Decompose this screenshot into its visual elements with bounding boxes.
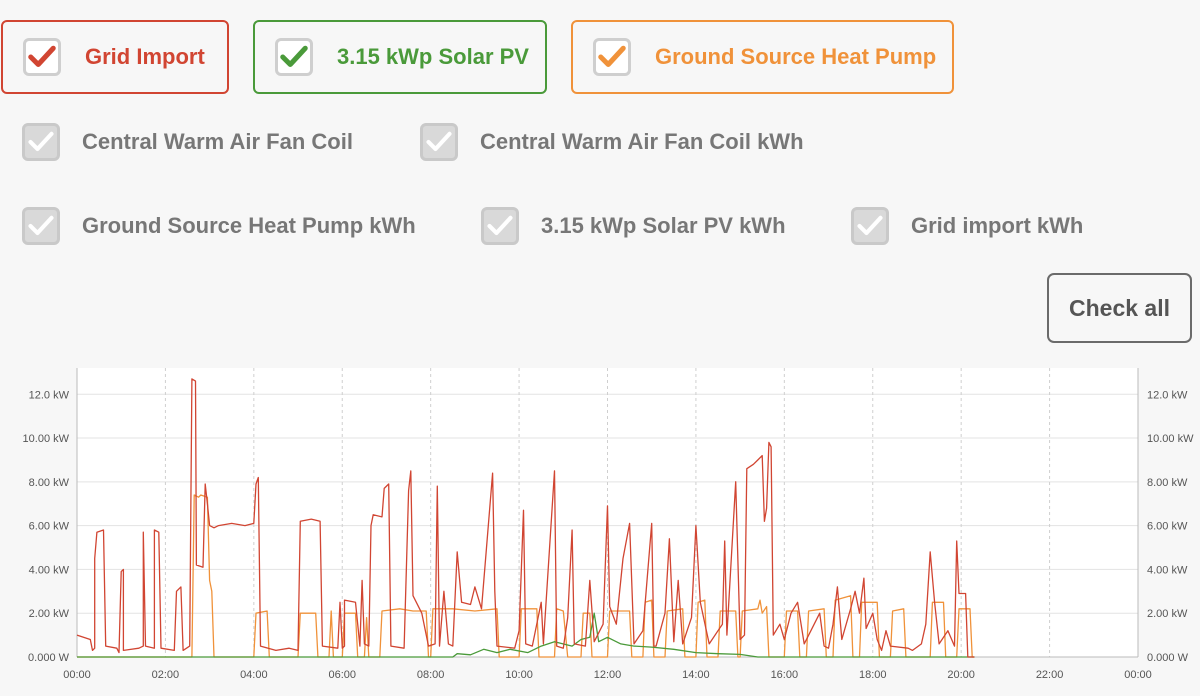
check-icon xyxy=(598,45,626,67)
toggle-fan-coil[interactable]: Central Warm Air Fan Coil xyxy=(22,123,353,161)
x-tick-label: 20:00 xyxy=(947,669,975,681)
toggle-grid-import-kwh[interactable]: Grid import kWh xyxy=(851,207,1083,245)
toggle-heat-pump-kwh[interactable]: Ground Source Heat Pump kWh xyxy=(22,207,416,245)
x-tick-label: 14:00 xyxy=(682,669,710,681)
y-tick-label-right: 8.00 kW xyxy=(1147,477,1188,489)
x-tick-label: 12:00 xyxy=(594,669,622,681)
toggle-label: Ground Source Heat Pump kWh xyxy=(82,213,416,238)
y-tick-label-right: 6.00 kW xyxy=(1147,521,1188,533)
x-tick-label: 16:00 xyxy=(771,669,799,681)
checkbox[interactable] xyxy=(420,123,458,161)
series-line-grid-import xyxy=(76,378,975,658)
x-tick-label: 00:00 xyxy=(63,669,91,681)
y-tick-label: 8.00 kW xyxy=(29,477,70,489)
toggle-label: Grid Import xyxy=(85,44,205,69)
check-icon xyxy=(857,215,883,236)
x-tick-label: 10:00 xyxy=(505,669,533,681)
toggle-label: 3.15 kWp Solar PV xyxy=(337,44,529,69)
check-icon xyxy=(28,131,54,152)
checkbox[interactable] xyxy=(593,38,631,76)
x-tick-label: 04:00 xyxy=(240,669,268,681)
y-tick-label-right: 2.00 kW xyxy=(1147,608,1188,620)
check-icon xyxy=(426,131,452,152)
checkbox[interactable] xyxy=(275,38,313,76)
check-icon xyxy=(280,45,308,67)
chart-series xyxy=(76,378,975,658)
y-tick-label-right: 10.00 kW xyxy=(1147,433,1194,445)
toggle-label: Central Warm Air Fan Coil xyxy=(82,129,353,154)
check-icon xyxy=(487,215,513,236)
y-tick-label: 2.00 kW xyxy=(29,608,70,620)
toggle-heat-pump[interactable]: Ground Source Heat Pump xyxy=(571,20,954,94)
toggle-label: Grid import kWh xyxy=(911,213,1084,238)
y-tick-label: 4.00 kW xyxy=(29,564,70,576)
x-tick-label: 02:00 xyxy=(152,669,180,681)
toggle-label: 3.15 kWp Solar PV kWh xyxy=(541,213,786,238)
y-tick-label: 12.0 kW xyxy=(29,389,70,401)
series-line-3-15-kwp-solar-pv xyxy=(77,612,975,658)
toggle-label: Central Warm Air Fan Coil kWh xyxy=(480,129,804,154)
y-tick-label-right: 12.0 kW xyxy=(1147,389,1188,401)
y-tick-label: 10.00 kW xyxy=(23,433,70,445)
x-tick-label: 00:00 xyxy=(1124,669,1152,681)
checkbox[interactable] xyxy=(481,207,519,245)
checkbox[interactable] xyxy=(22,207,60,245)
toggle-grid-import[interactable]: Grid Import xyxy=(1,20,229,94)
check-icon xyxy=(28,45,56,67)
y-tick-label-right: 0.000 W xyxy=(1147,652,1189,664)
checkbox[interactable] xyxy=(851,207,889,245)
x-tick-label: 06:00 xyxy=(328,669,356,681)
toggle-solar-pv-kwh[interactable]: 3.15 kWp Solar PV kWh xyxy=(481,207,786,245)
checkbox[interactable] xyxy=(22,123,60,161)
y-tick-label-right: 4.00 kW xyxy=(1147,564,1188,576)
x-tick-label: 08:00 xyxy=(417,669,445,681)
y-tick-label: 0.000 W xyxy=(28,652,70,664)
power-chart: 0.000 W 0.000 W 2.00 kW 2.00 kW 4.00 kW 4.00 … xyxy=(23,368,1194,681)
checkbox[interactable] xyxy=(23,38,61,76)
y-tick-label: 6.00 kW xyxy=(29,521,70,533)
check-icon xyxy=(28,215,54,236)
check-all-button[interactable]: Check all xyxy=(1047,273,1192,343)
toggle-label: Ground Source Heat Pump xyxy=(655,44,937,69)
toggle-solar-pv[interactable]: 3.15 kWp Solar PV xyxy=(253,20,547,94)
x-tick-label: 18:00 xyxy=(859,669,887,681)
x-tick-label: 22:00 xyxy=(1036,669,1064,681)
toggle-fan-coil-kwh[interactable]: Central Warm Air Fan Coil kWh xyxy=(420,123,804,161)
